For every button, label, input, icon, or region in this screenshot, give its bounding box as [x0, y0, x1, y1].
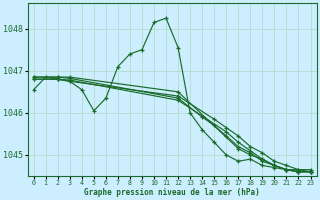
X-axis label: Graphe pression niveau de la mer (hPa): Graphe pression niveau de la mer (hPa): [84, 188, 260, 197]
